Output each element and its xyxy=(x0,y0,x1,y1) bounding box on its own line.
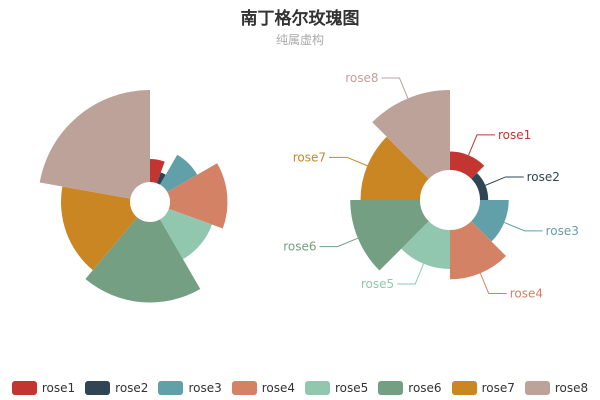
legend-label: rose1 xyxy=(41,381,76,395)
slice-label-rose7: rose7 xyxy=(293,150,326,164)
rose-sector-rose7[interactable] xyxy=(61,186,138,271)
label-line-rose5 xyxy=(397,263,425,285)
legend-label: rose7 xyxy=(481,381,515,395)
slice-label-rose5: rose5 xyxy=(361,277,394,291)
rose-sector-rose8[interactable] xyxy=(372,90,450,179)
rose-sector-rose1[interactable] xyxy=(450,151,485,179)
rose-sector-rose5[interactable] xyxy=(401,221,450,269)
legend-item-rose3[interactable]: rose3 xyxy=(158,381,222,395)
rose-sector-rose6[interactable] xyxy=(85,217,201,303)
slice-label-rose3: rose3 xyxy=(546,224,579,238)
rose-sector-rose2[interactable] xyxy=(156,172,166,185)
slice-label-rose1: rose1 xyxy=(498,128,531,142)
chart-subtitle: 纯属虚构 xyxy=(275,33,324,47)
legend-swatch xyxy=(305,381,330,395)
legend-label: rose3 xyxy=(188,381,222,395)
legend-item-rose6[interactable]: rose6 xyxy=(378,381,442,395)
legend-item-rose7[interactable]: rose7 xyxy=(451,381,515,395)
chart-title: 南丁格尔玫瑰图 xyxy=(240,9,360,29)
legend-label: rose5 xyxy=(335,381,369,395)
rose-sector-rose2[interactable] xyxy=(471,172,489,200)
legend-swatch xyxy=(524,381,550,395)
rose-sector-rose4[interactable] xyxy=(167,163,228,229)
legend-swatch xyxy=(451,381,477,395)
label-line-rose6 xyxy=(319,237,359,248)
rose-sector-rose3[interactable] xyxy=(471,200,509,242)
rose-sector-rose1[interactable] xyxy=(150,159,165,184)
legend-swatch xyxy=(11,381,37,395)
legend-label: rose2 xyxy=(115,381,149,395)
slice-label-rose6: rose6 xyxy=(283,240,316,254)
legend-swatch xyxy=(85,381,111,395)
label-line-rose1 xyxy=(468,134,495,156)
label-line-rose7 xyxy=(328,156,368,167)
legend-label: rose8 xyxy=(554,381,589,395)
legend-item-rose4[interactable]: rose4 xyxy=(231,381,295,395)
legend-label: rose4 xyxy=(261,381,295,395)
rose-sector-rose5[interactable] xyxy=(160,208,213,260)
rose-sector-rose7[interactable] xyxy=(360,136,429,200)
rose-chart-area: rose1 rose2 rose3 rose4 rose5 rose6 rose7 rose8 xyxy=(283,71,579,300)
label-line-rose2 xyxy=(485,176,524,186)
legend-item-rose2[interactable]: rose2 xyxy=(85,381,148,395)
rose-chart-radius xyxy=(39,90,228,303)
rose-sector-rose4[interactable] xyxy=(450,221,507,280)
legend-item-rose5[interactable]: rose5 xyxy=(305,381,368,395)
label-line-rose4 xyxy=(479,273,507,295)
legend: rose1 rose2 rose3 rose4 rose5 rose6 rose… xyxy=(0,379,600,397)
legend-item-rose8[interactable]: rose8 xyxy=(524,381,589,395)
legend-item-rose1[interactable]: rose1 xyxy=(11,381,76,395)
legend-swatch xyxy=(158,381,184,395)
legend-label: rose6 xyxy=(408,381,442,395)
rose-sector-rose8[interactable] xyxy=(39,90,150,199)
legend-swatch xyxy=(231,381,257,395)
slice-label-rose8: rose8 xyxy=(345,71,378,85)
slice-label-rose4: rose4 xyxy=(510,287,543,301)
rose-sector-rose3[interactable] xyxy=(160,154,198,192)
label-line-rose3 xyxy=(504,222,543,232)
legend-swatch xyxy=(378,381,404,395)
rose-sector-rose6[interactable] xyxy=(350,200,429,271)
label-line-rose8 xyxy=(381,77,409,99)
slice-label-rose2: rose2 xyxy=(527,170,560,184)
